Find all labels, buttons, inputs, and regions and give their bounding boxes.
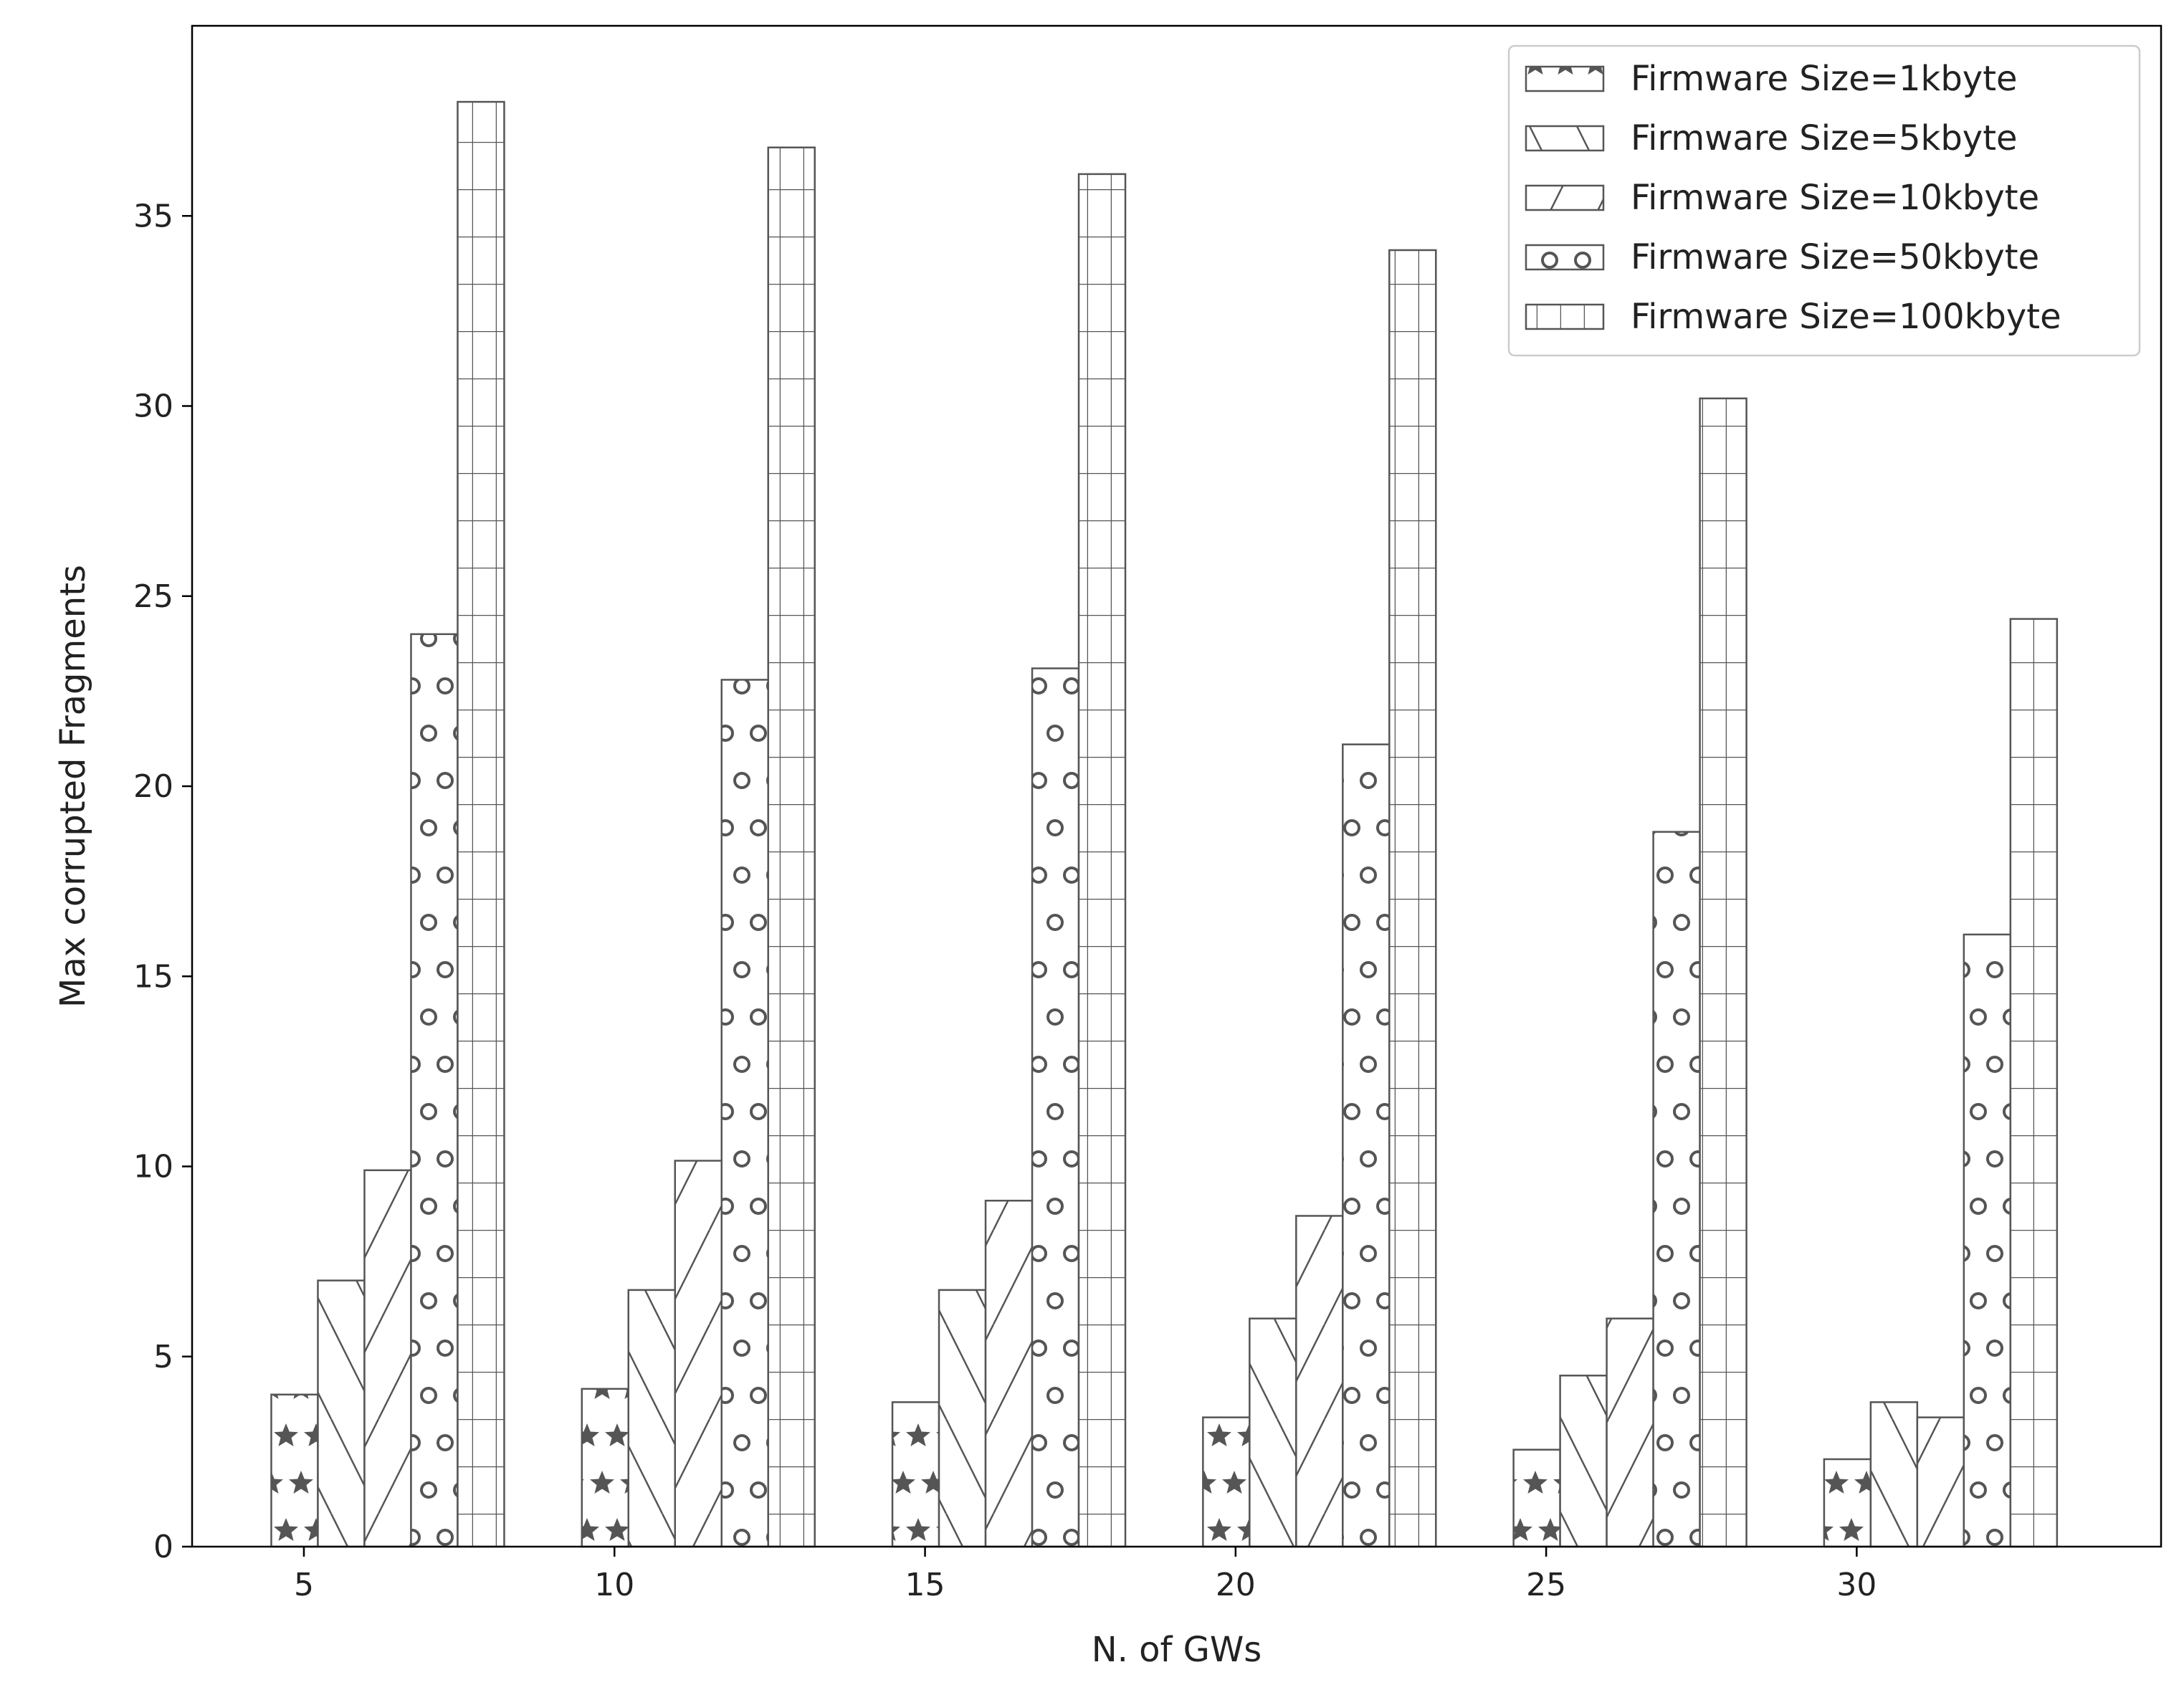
bar-stars-5	[270, 1393, 319, 1548]
x-tick-label: 5	[294, 1567, 314, 1603]
bar-circles-30	[1963, 933, 2012, 1548]
legend-label: Firmware Size=50kbyte	[1631, 237, 2039, 277]
bar-slash-5	[363, 1169, 412, 1548]
legend-swatch-backslash	[1525, 125, 1605, 152]
legend-label: Firmware Size=10kbyte	[1631, 178, 2039, 218]
bar-slash-15	[984, 1199, 1034, 1548]
bar-slash-20	[1295, 1215, 1344, 1548]
x-tick-label: 25	[1526, 1567, 1566, 1603]
bar-backslash-15	[938, 1289, 987, 1548]
bar-backslash-25	[1559, 1375, 1608, 1548]
bar-grid-20	[1388, 249, 1437, 1548]
y-tick-label: 25	[133, 578, 173, 615]
legend-label: Firmware Size=5kbyte	[1631, 118, 2018, 158]
legend-swatch-slash	[1525, 184, 1605, 211]
bar-stars-30	[1823, 1458, 1872, 1548]
bars-group	[270, 100, 2059, 1548]
y-tick-label: 35	[133, 198, 173, 234]
legend-label: Firmware Size=1kbyte	[1631, 59, 2018, 99]
bar-grid-15	[1077, 173, 1127, 1548]
y-axis-label: Max corrupted Fragments	[53, 565, 93, 1008]
bar-circles-10	[720, 679, 769, 1548]
bar-circles-5	[410, 633, 459, 1548]
x-axis: 5 10 15 20 25 30	[294, 1547, 1877, 1603]
x-tick-label: 20	[1216, 1567, 1256, 1603]
x-axis-label: N. of GWs	[1092, 1630, 1262, 1670]
bar-stars-10	[581, 1388, 630, 1548]
bar-circles-15	[1031, 667, 1080, 1548]
bar-backslash-5	[317, 1279, 366, 1548]
y-tick-label: 0	[153, 1529, 173, 1565]
bar-slash-30	[1916, 1416, 1965, 1548]
bar-circles-20	[1342, 743, 1391, 1548]
legend-swatch-stars	[1525, 65, 1605, 92]
legend-swatch-grid	[1525, 303, 1605, 330]
bar-backslash-10	[627, 1289, 677, 1548]
legend-swatch-circles	[1525, 244, 1605, 271]
y-tick-label: 10	[133, 1149, 173, 1185]
bar-stars-15	[891, 1401, 940, 1548]
bar-slash-10	[674, 1160, 723, 1548]
legend: Firmware Size=1kbyte Firmware Size=5kbyte…	[1507, 44, 2141, 357]
bar-slash-25	[1606, 1317, 1654, 1548]
bar-grid-30	[2009, 618, 2059, 1548]
bar-stars-25	[1512, 1448, 1561, 1548]
bar-backslash-20	[1249, 1317, 1297, 1548]
bar-stars-20	[1202, 1416, 1251, 1548]
y-tick-label: 5	[153, 1339, 173, 1375]
bar-backslash-30	[1869, 1401, 1919, 1548]
x-tick-label: 30	[1836, 1567, 1877, 1603]
y-tick-label: 15	[133, 958, 173, 995]
bar-grid-10	[767, 146, 816, 1548]
bar-circles-25	[1652, 831, 1701, 1548]
x-tick-label: 10	[594, 1567, 634, 1603]
bar-grid-5	[457, 100, 505, 1548]
legend-label: Firmware Size=100kbyte	[1631, 297, 2061, 337]
y-tick-label: 20	[133, 768, 173, 805]
y-tick-label: 30	[133, 388, 173, 425]
y-axis: 0 5 10 15 20 25 30 35	[133, 198, 192, 1565]
legend-box	[1507, 44, 2141, 357]
bar-grid-25	[1699, 397, 1747, 1548]
x-tick-label: 15	[905, 1567, 945, 1603]
